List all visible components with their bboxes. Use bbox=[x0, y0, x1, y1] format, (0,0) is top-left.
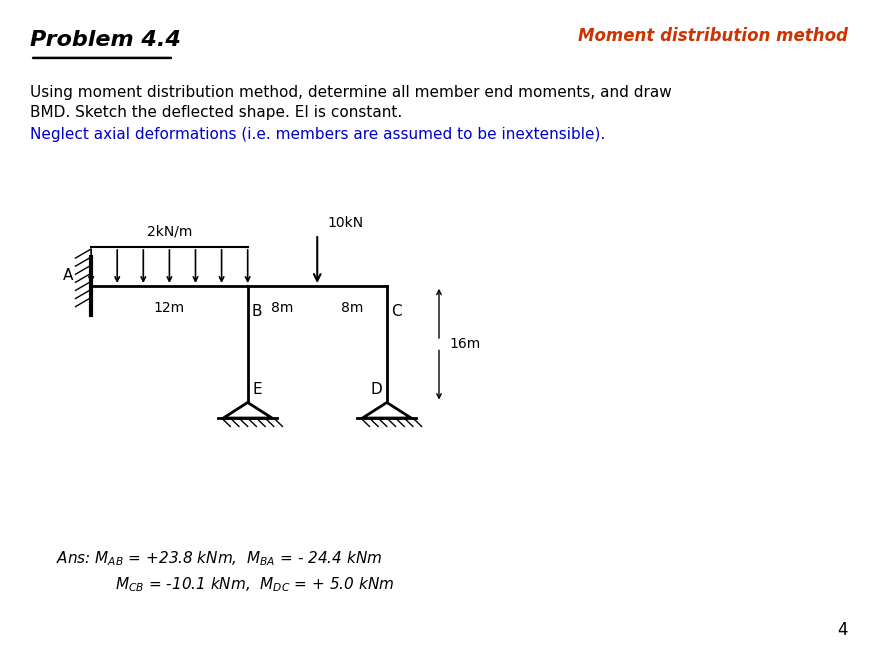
Text: $\it{Ans}$: $M_{AB}$ = +23.8 kNm,  $M_{BA}$ = - 24.4 kNm: $\it{Ans}$: $M_{AB}$ = +23.8 kNm, $M_{BA… bbox=[56, 549, 382, 567]
Text: Problem 4.4: Problem 4.4 bbox=[30, 30, 181, 50]
Text: D: D bbox=[370, 382, 382, 398]
Text: Neglect axial deformations (i.e. members are assumed to be inextensible).: Neglect axial deformations (i.e. members… bbox=[30, 127, 605, 142]
Text: 4: 4 bbox=[837, 621, 847, 639]
Text: E: E bbox=[252, 382, 261, 398]
Text: 2kN/m: 2kN/m bbox=[146, 224, 192, 239]
Text: 8m: 8m bbox=[271, 302, 293, 316]
Text: Using moment distribution method, determine all member end moments, and draw: Using moment distribution method, determ… bbox=[30, 85, 671, 100]
Text: 16m: 16m bbox=[449, 337, 480, 351]
Text: 10kN: 10kN bbox=[327, 216, 363, 230]
Text: B: B bbox=[251, 304, 261, 319]
Text: Moment distribution method: Moment distribution method bbox=[577, 27, 847, 45]
Text: BMD. Sketch the deflected shape. EI is constant.: BMD. Sketch the deflected shape. EI is c… bbox=[30, 104, 402, 119]
Text: 12m: 12m bbox=[153, 302, 185, 316]
Text: A: A bbox=[63, 268, 74, 283]
Text: C: C bbox=[391, 304, 402, 319]
Text: 8m: 8m bbox=[340, 302, 363, 316]
Text: $M_{CB}$ = -10.1 kNm,  $M_{DC}$ = + 5.0 kNm: $M_{CB}$ = -10.1 kNm, $M_{DC}$ = + 5.0 k… bbox=[116, 575, 395, 594]
